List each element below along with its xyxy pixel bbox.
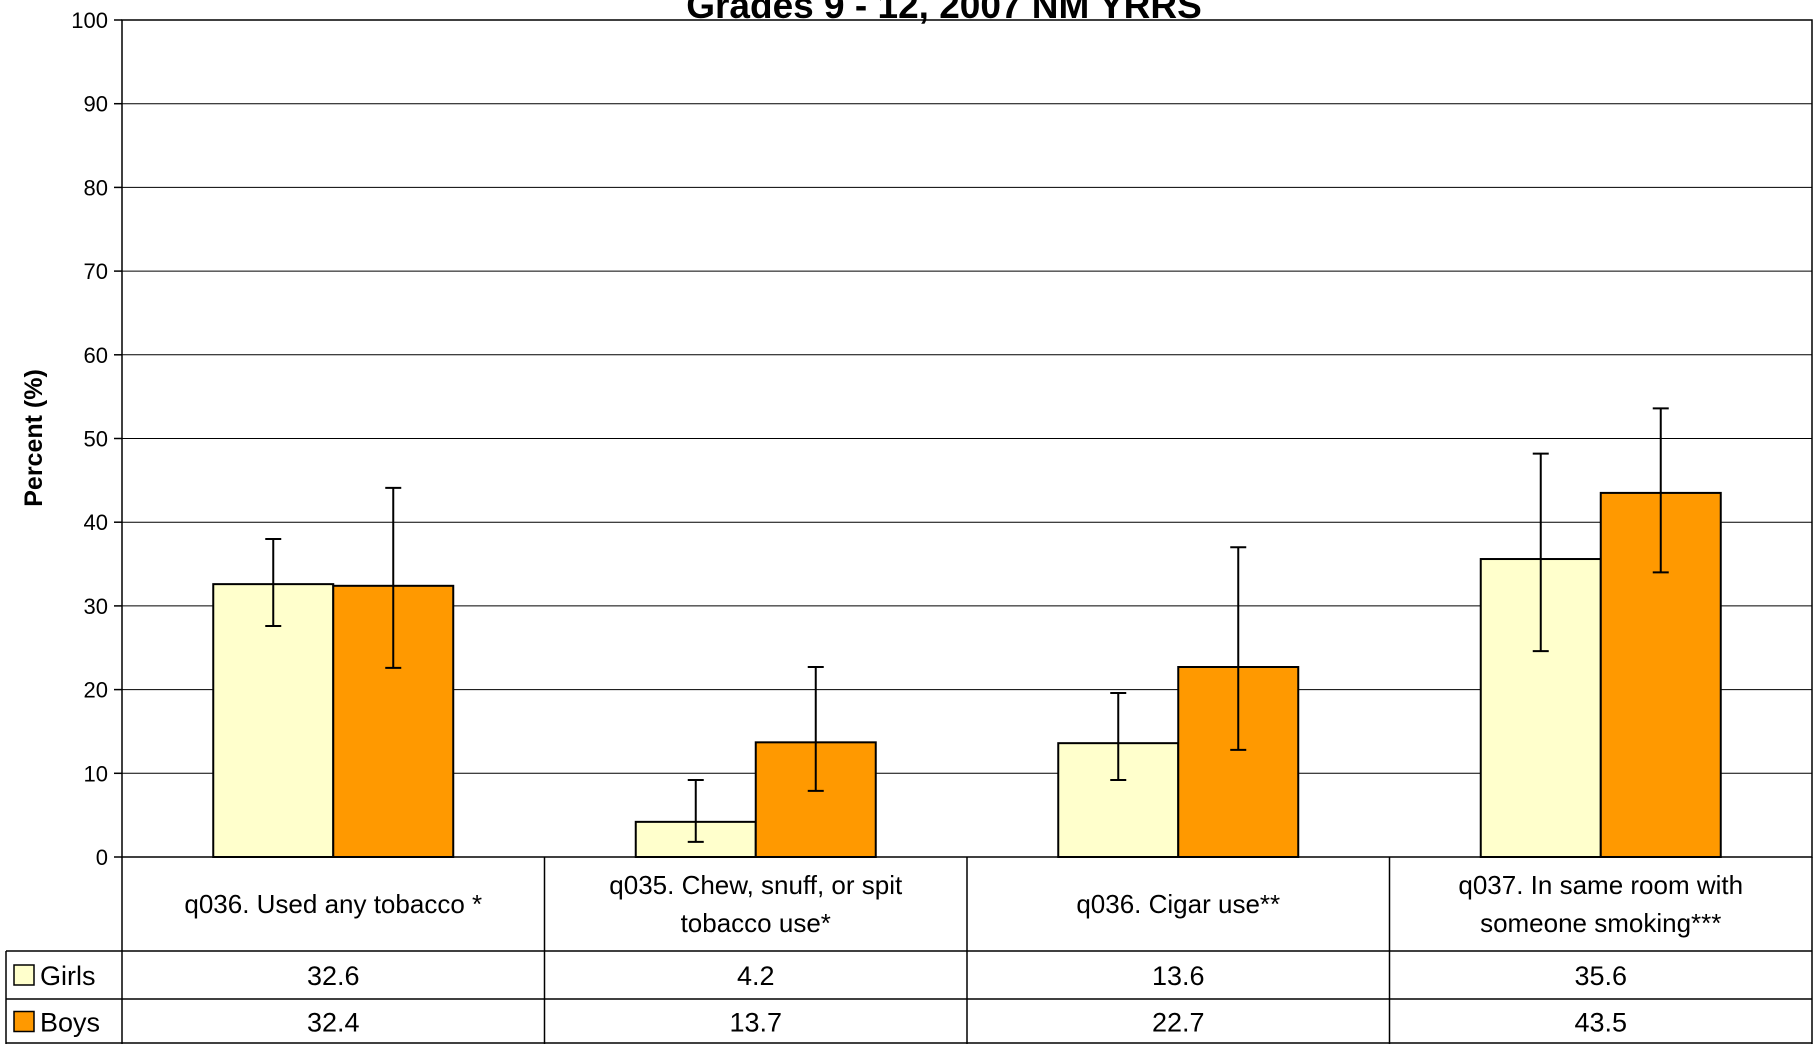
y-tick-label: 50 [84,427,108,452]
bar-girls [212,583,335,858]
data-label: 35.6 [1574,961,1627,991]
data-label: 4.2 [737,961,775,991]
error-bars [265,407,1669,843]
y-axis-ticks: 0 10 20 30 40 50 60 70 80 90 100 [71,8,122,870]
data-label: 43.5 [1574,1008,1627,1038]
data-table: q036. Used any tobacco * q035. Chew, snuf… [5,857,1813,1044]
y-tick-label: 0 [96,845,108,870]
data-label: 13.7 [729,1008,782,1038]
category-label: q037. In same room with [1458,870,1743,900]
category-label: q036. Cigar use** [1076,889,1280,919]
y-tick-label: 60 [84,343,108,368]
legend-label-girls: Girls [40,961,96,991]
y-tick-label: 10 [84,761,108,786]
y-tick-label: 90 [84,92,108,117]
y-axis-label: Percent (%) [20,369,48,507]
data-label: 13.6 [1152,961,1205,991]
legend-swatch-boys [13,1010,35,1033]
y-tick-label: 40 [84,510,108,535]
data-label: 32.4 [307,1008,360,1038]
data-label: 32.6 [307,961,360,991]
chart-title: Grades 9 - 12, 2007 NM YRRS [686,0,1202,26]
category-label: q035. Chew, snuff, or spit [609,870,903,900]
y-tick-label: 100 [71,8,108,33]
bars [212,491,1722,859]
data-label: 22.7 [1152,1008,1205,1038]
category-label: tobacco use* [681,908,831,938]
category-label: q036. Used any tobacco * [184,889,482,919]
y-tick-label: 70 [84,259,108,284]
category-label: someone smoking*** [1480,908,1721,938]
legend-swatch-girls [13,964,35,986]
y-tick-label: 80 [84,175,108,200]
legend-label-boys: Boys [40,1008,100,1038]
y-tick-label: 30 [84,594,108,619]
y-tick-label: 20 [84,678,108,703]
